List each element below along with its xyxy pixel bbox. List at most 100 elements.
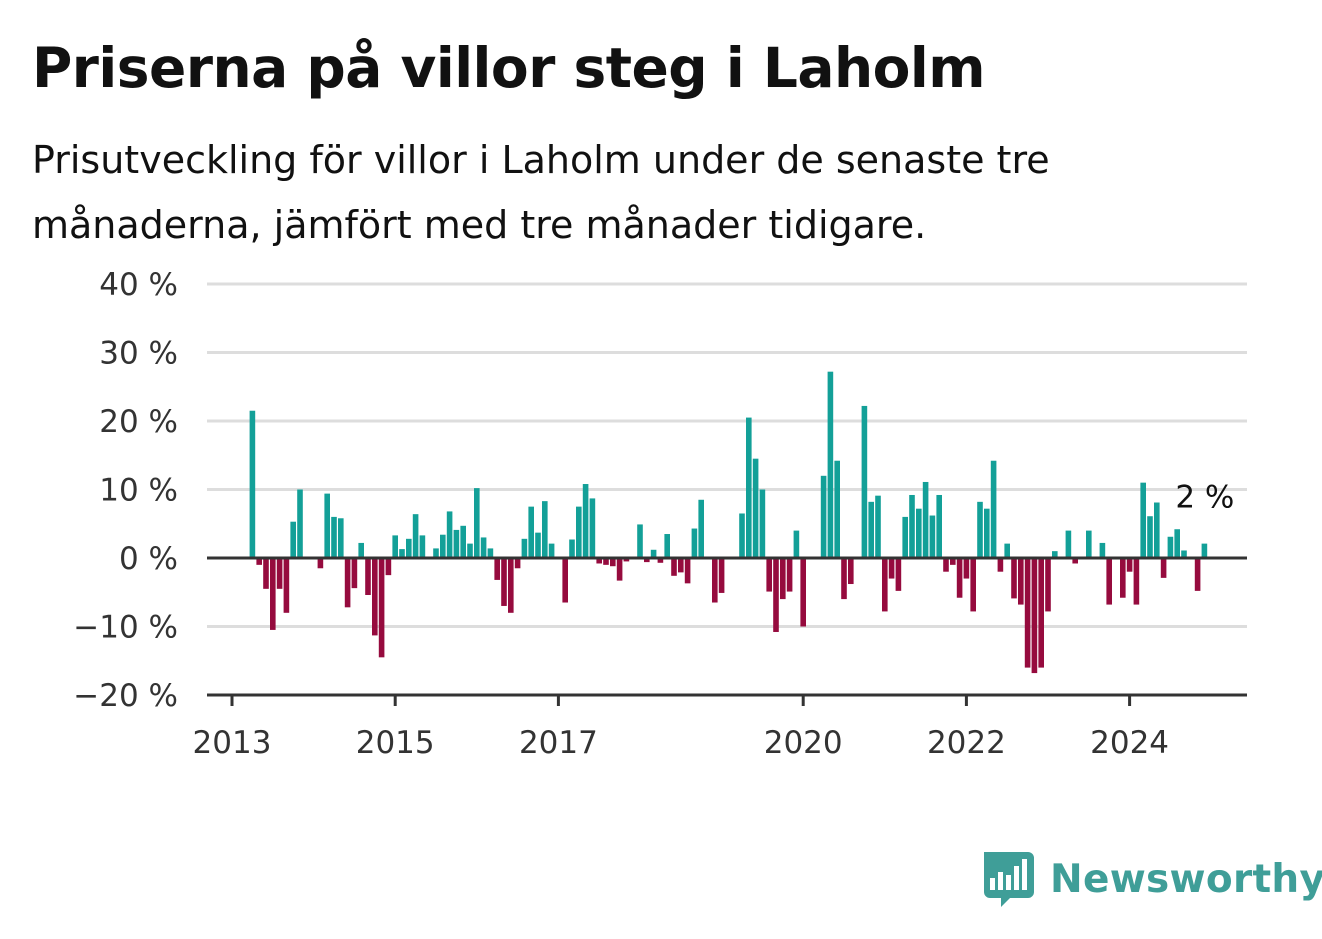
bar [372, 558, 378, 636]
bar [338, 518, 344, 558]
bar [480, 537, 487, 558]
bar [766, 558, 772, 592]
bar [358, 542, 364, 558]
bar [746, 417, 752, 558]
bar [786, 558, 793, 592]
bar [916, 508, 922, 558]
chart-title: Priserna på villor steg i Laholm [32, 36, 986, 100]
bar [943, 558, 949, 572]
x-tick-label: 2020 [764, 725, 843, 761]
bar [494, 558, 500, 580]
bar [929, 515, 936, 558]
bar [276, 558, 283, 589]
newsworthy-brand: Newsworthy [980, 848, 1322, 910]
bar [1120, 558, 1126, 598]
bar [249, 410, 256, 558]
bars [249, 371, 1208, 674]
bar [678, 558, 684, 573]
bar [562, 558, 568, 603]
x-tick-label: 2013 [193, 725, 272, 761]
bar [542, 501, 548, 558]
bar [317, 558, 324, 569]
bar [977, 501, 983, 558]
bar [712, 558, 718, 603]
y-tick-label: 40 % [99, 267, 178, 303]
bar [664, 534, 670, 558]
bar [902, 516, 908, 558]
bar [351, 558, 358, 589]
bar [385, 558, 392, 576]
x-tick-label: 2017 [519, 725, 598, 761]
bar [1167, 536, 1174, 558]
bar [773, 558, 779, 632]
bar [950, 558, 956, 565]
bar [589, 498, 596, 558]
bar [1004, 543, 1010, 558]
bar [671, 558, 677, 576]
latest-value-label: 2 % [1175, 480, 1234, 516]
bar [841, 558, 847, 600]
bar [1106, 558, 1112, 605]
bar [508, 558, 514, 613]
bar [970, 558, 976, 612]
bar [324, 493, 330, 558]
bar [453, 529, 460, 558]
bar [984, 508, 990, 558]
bar [548, 543, 555, 558]
bar [487, 548, 494, 558]
bar [263, 558, 269, 589]
bar [297, 489, 303, 558]
bar [936, 494, 942, 558]
bar [1065, 530, 1072, 558]
bar [290, 521, 296, 558]
bar [637, 524, 643, 558]
bar [1181, 550, 1187, 558]
bar [1031, 558, 1038, 674]
bar [691, 528, 698, 558]
bar [433, 548, 439, 558]
bar [909, 494, 915, 558]
bar [1194, 558, 1201, 591]
bar [827, 371, 834, 558]
y-tick-label: 0 % [119, 541, 178, 577]
x-tick-label: 2024 [1090, 725, 1169, 761]
bar [474, 488, 480, 558]
bar [623, 558, 630, 562]
bar [1099, 542, 1106, 558]
bar [834, 460, 840, 558]
bar [514, 558, 521, 569]
bar [684, 558, 691, 584]
bar [392, 535, 398, 558]
bar [1086, 530, 1092, 558]
y-axis-labels: 40 % 30 % 20 % 10 % 0 % −10 % −20 % [73, 267, 178, 714]
bar [270, 558, 276, 630]
bar [644, 558, 650, 563]
bar [576, 506, 582, 559]
bar [990, 460, 997, 558]
bar [1154, 502, 1160, 558]
bar [365, 558, 371, 595]
bar [698, 499, 704, 558]
bar [1024, 558, 1031, 668]
gridlines [207, 282, 1247, 628]
bar [521, 538, 528, 558]
y-tick-label: −10 % [73, 610, 178, 646]
brand-name: Newsworthy [1050, 856, 1322, 902]
x-axis-labels: 2013 2015 2017 2020 2022 2024 [193, 725, 1170, 761]
bar [1052, 551, 1058, 558]
bar [331, 516, 337, 558]
axes [207, 556, 1247, 706]
bar [528, 506, 534, 559]
newsworthy-logo-icon [984, 852, 1034, 907]
bar [406, 538, 412, 558]
bar [739, 513, 745, 558]
bar [875, 495, 881, 558]
bar [861, 405, 868, 558]
bar [650, 549, 657, 558]
y-tick-label: 10 % [99, 473, 178, 509]
bar [610, 558, 616, 567]
bar [1140, 482, 1146, 558]
bar [868, 501, 874, 558]
bar [501, 558, 507, 606]
